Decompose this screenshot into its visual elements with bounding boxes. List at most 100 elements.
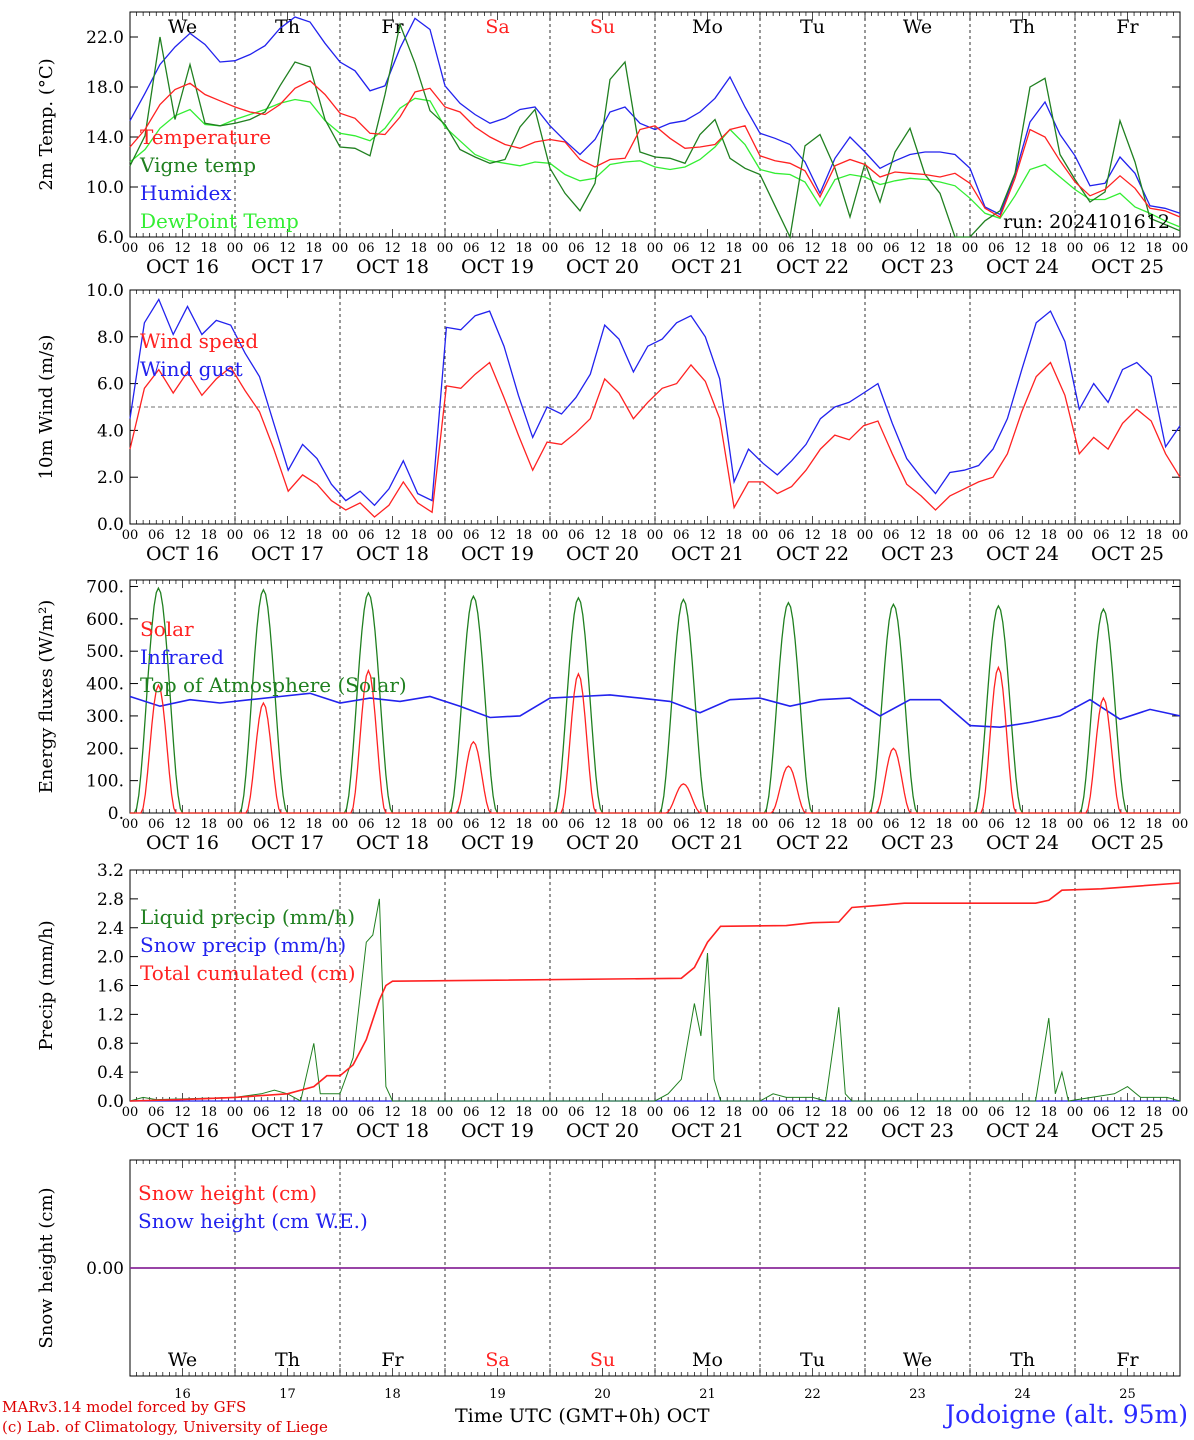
weekday-label: Th bbox=[275, 16, 300, 38]
date-label: OCT 19 bbox=[461, 1120, 534, 1142]
hour-tick-label: 00 bbox=[122, 241, 139, 256]
legend-wind-speed: Wind speed bbox=[140, 329, 258, 353]
hour-tick-label: 06 bbox=[988, 528, 1005, 543]
hour-tick-label: 00 bbox=[227, 528, 244, 543]
y-tick-label: 8.0 bbox=[97, 328, 124, 348]
day-number-label: 22 bbox=[804, 1387, 821, 1402]
hour-tick-label: 12 bbox=[279, 528, 296, 543]
date-label: OCT 20 bbox=[566, 256, 639, 278]
hour-tick-label: 18 bbox=[1145, 241, 1162, 256]
hour-tick-label: 18 bbox=[620, 241, 637, 256]
hour-tick-label: 00 bbox=[857, 1105, 874, 1120]
weekday-label: We bbox=[903, 1349, 932, 1371]
hour-tick-label: 18 bbox=[200, 241, 217, 256]
date-label: OCT 25 bbox=[1091, 1120, 1164, 1142]
hour-tick-label: 18 bbox=[515, 1105, 532, 1120]
y-tick-label: 0.8 bbox=[97, 1034, 124, 1054]
hour-tick-label: 18 bbox=[1040, 1105, 1057, 1120]
hour-tick-label: 12 bbox=[174, 1105, 191, 1120]
date-label: OCT 20 bbox=[566, 543, 639, 565]
hour-tick-label: 12 bbox=[594, 528, 611, 543]
date-label: OCT 21 bbox=[671, 543, 744, 565]
y-tick-label: 14.0 bbox=[86, 128, 124, 148]
hour-tick-label: 18 bbox=[410, 817, 427, 832]
hour-tick-label: 06 bbox=[778, 241, 795, 256]
hour-tick-label: 06 bbox=[253, 528, 270, 543]
hour-tick-label: 18 bbox=[935, 817, 952, 832]
weekday-label: Su bbox=[590, 1349, 615, 1371]
weekday-label: Fr bbox=[1116, 16, 1139, 38]
y-tick-label: 6.0 bbox=[97, 375, 124, 395]
hour-tick-label: 00 bbox=[962, 817, 979, 832]
series-line-wind-gust bbox=[129, 297, 1181, 507]
date-label: OCT 16 bbox=[146, 256, 219, 278]
date-label: OCT 19 bbox=[461, 256, 534, 278]
hour-tick-label: 18 bbox=[305, 528, 322, 543]
hour-tick-label: 06 bbox=[463, 241, 480, 256]
legend-snow-precip-mm-h-: Snow precip (mm/h) bbox=[140, 933, 346, 957]
y-tick-label: 300. bbox=[86, 707, 124, 727]
weekday-label: Th bbox=[1010, 16, 1035, 38]
hour-tick-label: 18 bbox=[935, 241, 952, 256]
date-label: OCT 16 bbox=[146, 1120, 219, 1142]
day-number-label: 16 bbox=[174, 1387, 191, 1402]
date-label: OCT 21 bbox=[671, 1120, 744, 1142]
date-label: OCT 22 bbox=[776, 832, 849, 854]
hour-tick-label: 06 bbox=[253, 817, 270, 832]
hour-tick-label: 06 bbox=[673, 528, 690, 543]
day-number-label: 19 bbox=[489, 1387, 506, 1402]
y-tick-label: 4.0 bbox=[97, 421, 124, 441]
panel-3: 0. 100. 200. 300. 400. 500. 600. 700. Energy flu… bbox=[36, 577, 1188, 854]
y-tick-label: 1.6 bbox=[97, 977, 124, 997]
hour-tick-label: 12 bbox=[804, 817, 821, 832]
weekday-label: Sa bbox=[485, 16, 509, 38]
weekday-label: We bbox=[168, 1349, 197, 1371]
hour-tick-label: 06 bbox=[778, 528, 795, 543]
legend-snow-height-cm-: Snow height (cm) bbox=[138, 1181, 317, 1205]
panel-2: 0.0 2.0 4.0 6.0 8.0 10.0 10m Wind (m/s) 00 06 12 1… bbox=[36, 281, 1188, 565]
hour-tick-label: 00 bbox=[1172, 528, 1189, 543]
hour-tick-label: 18 bbox=[515, 241, 532, 256]
y-tick-label: 500. bbox=[86, 642, 124, 662]
y-tick-label: 0.00 bbox=[86, 1259, 124, 1279]
date-label: OCT 17 bbox=[251, 256, 324, 278]
y-tick-label: 700. bbox=[86, 577, 124, 597]
date-label: OCT 23 bbox=[881, 1120, 954, 1142]
hour-tick-label: 18 bbox=[725, 1105, 742, 1120]
series-line-vigne-temp bbox=[129, 22, 1181, 240]
hour-tick-label: 18 bbox=[410, 1105, 427, 1120]
hour-tick-label: 00 bbox=[437, 817, 454, 832]
weekday-label: Sa bbox=[485, 1349, 509, 1371]
hour-tick-label: 06 bbox=[1093, 1105, 1110, 1120]
y-tick-label: 0.0 bbox=[97, 1092, 124, 1112]
hour-tick-label: 18 bbox=[1040, 817, 1057, 832]
y-tick-label: 0.0 bbox=[97, 515, 124, 535]
hour-tick-label: 00 bbox=[542, 1105, 559, 1120]
hour-tick-label: 00 bbox=[227, 241, 244, 256]
hour-tick-label: 06 bbox=[148, 1105, 165, 1120]
y-tick-label: 0.4 bbox=[97, 1063, 124, 1083]
date-label: OCT 22 bbox=[776, 256, 849, 278]
hour-tick-label: 00 bbox=[752, 817, 769, 832]
hour-tick-label: 00 bbox=[647, 241, 664, 256]
hour-tick-label: 12 bbox=[174, 817, 191, 832]
hour-tick-label: 18 bbox=[830, 241, 847, 256]
hour-tick-label: 00 bbox=[1172, 817, 1189, 832]
hour-tick-label: 18 bbox=[935, 528, 952, 543]
date-label: OCT 21 bbox=[671, 832, 744, 854]
date-label: OCT 25 bbox=[1091, 256, 1164, 278]
hour-tick-label: 12 bbox=[594, 817, 611, 832]
hour-tick-label: 06 bbox=[358, 528, 375, 543]
y-tick-label: 10.0 bbox=[86, 281, 124, 301]
panel-frame bbox=[129, 11, 1181, 238]
hour-tick-label: 06 bbox=[988, 817, 1005, 832]
hour-tick-label: 18 bbox=[305, 241, 322, 256]
series-line-solar bbox=[130, 665, 1180, 814]
date-label: OCT 17 bbox=[251, 543, 324, 565]
hour-tick-label: 12 bbox=[804, 241, 821, 256]
legend-total-cumulated-cm-: Total cumulated (cm) bbox=[140, 961, 356, 985]
hour-tick-label: 00 bbox=[122, 1105, 139, 1120]
hour-tick-label: 12 bbox=[909, 1105, 926, 1120]
hour-tick-label: 00 bbox=[332, 1105, 349, 1120]
hour-tick-label: 06 bbox=[778, 817, 795, 832]
